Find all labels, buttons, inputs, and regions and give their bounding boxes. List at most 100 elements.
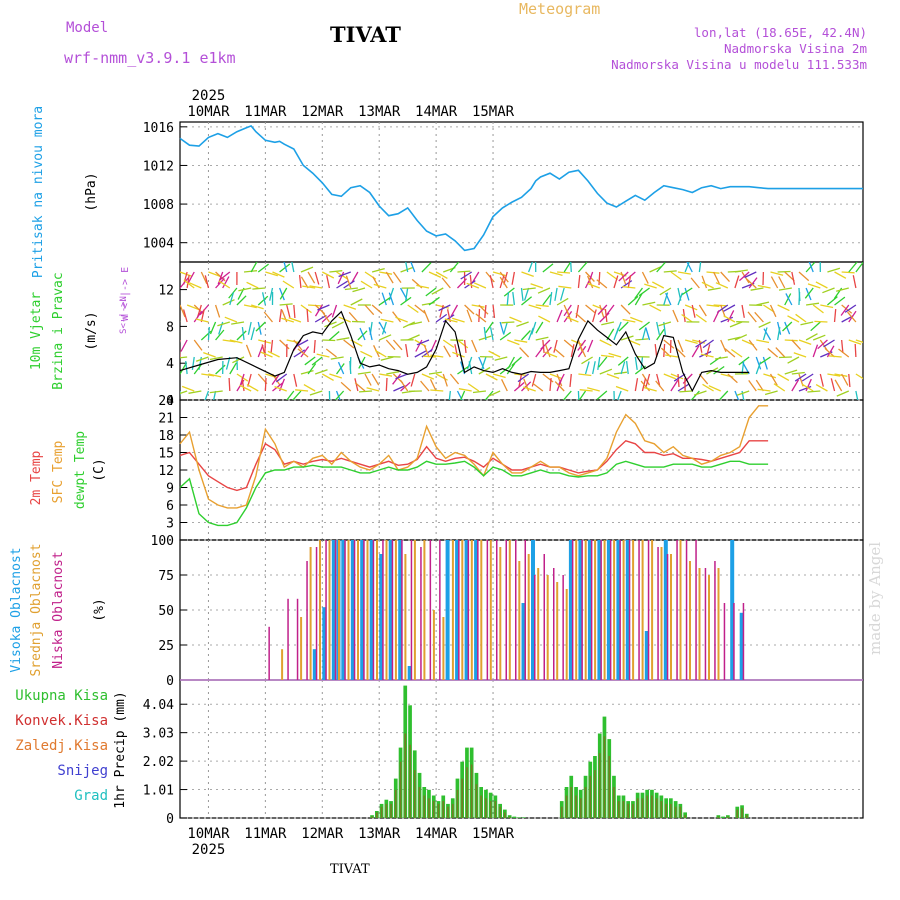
wind-barb [762, 327, 768, 341]
bottom-day-label: 13MAR [358, 826, 401, 842]
pressure-ytick-label: 1008 [143, 198, 174, 213]
cloud-ylabel-high: Visoka Oblacnost [9, 547, 24, 672]
wind-barb [777, 373, 790, 381]
wind-barb [329, 373, 342, 379]
mid-cloud-bar [489, 540, 492, 680]
wind-barb [764, 390, 778, 396]
wind-barb [627, 295, 639, 306]
wind-barb [782, 321, 793, 332]
low-cloud-bar [505, 540, 507, 680]
precip-conv-bar [371, 816, 373, 818]
wind-barb [311, 356, 323, 366]
precip-conv-bar [565, 795, 568, 818]
wind-barb [325, 348, 337, 358]
wind-barb [351, 320, 366, 323]
low-cloud-bar [723, 603, 726, 680]
mid-cloud-bar [670, 554, 672, 680]
wind-barb [535, 304, 549, 307]
high-cloud-bar [331, 540, 336, 680]
wind-barb [604, 309, 608, 323]
wind-barb [587, 339, 594, 353]
wind-barb [681, 313, 693, 323]
wind-barb [452, 351, 465, 358]
precip-conv-bar [394, 789, 397, 818]
wind-barb [340, 381, 352, 392]
precip-conv-bar [470, 764, 473, 818]
wind-barb [409, 321, 423, 326]
wind-barb [308, 304, 322, 307]
wind-barb [250, 327, 256, 341]
wind-barb [217, 271, 224, 285]
wind-barb [641, 327, 647, 341]
wind-barb [679, 390, 693, 393]
wind-barb [635, 338, 649, 341]
wind-panel: 0 4 8 12 [158, 261, 864, 409]
wind-barb [549, 373, 563, 380]
wind-barb [519, 347, 530, 358]
mid-cloud-bar [641, 540, 644, 680]
wind-barb [848, 262, 858, 273]
wind-barb [260, 351, 273, 358]
precip-conv-bar [684, 815, 686, 818]
precip-conv-bar [461, 778, 463, 818]
pressure-ytick-label: 1016 [143, 121, 174, 136]
wind-barb [506, 292, 510, 306]
wind-barb [271, 373, 281, 385]
cloud-ylabel-low: Niska Oblacnost [51, 551, 66, 668]
wind-barb [450, 304, 459, 317]
wind-barb [523, 287, 530, 301]
wind-barb [778, 356, 792, 359]
wind-barb [204, 390, 210, 400]
wind-barb [222, 276, 230, 289]
pressure-unit: (hPa) [84, 172, 99, 211]
wind-barb [343, 339, 355, 349]
wind-barb [215, 329, 225, 341]
wind-barb [793, 352, 807, 358]
wind-barb [706, 271, 720, 274]
mid-cloud-bar [632, 540, 635, 680]
wind-barb [217, 321, 230, 327]
low-cloud-bar [467, 540, 470, 680]
high-cloud-bar [625, 540, 630, 680]
precip-conv-bar [575, 795, 577, 818]
wind-barb [795, 313, 807, 323]
wind-barb [336, 280, 348, 289]
wind-barb [784, 293, 792, 306]
mid-cloud-bar [357, 540, 359, 680]
high-cloud-bar [739, 612, 744, 680]
wind-barb [723, 315, 736, 323]
precip-conv-bar [608, 756, 611, 818]
wind-barb [180, 339, 188, 352]
wind-barb [557, 271, 571, 274]
wind-barb [335, 363, 345, 375]
wind-barb [734, 269, 748, 273]
wind-barb [769, 304, 777, 318]
wind-barb [700, 353, 714, 358]
low-cloud-bar [306, 561, 308, 680]
precip-conv-bar [636, 798, 639, 818]
wind-barb [606, 271, 618, 281]
product-title: Meteogram [519, 0, 601, 18]
low-cloud-bar [553, 568, 555, 680]
top-day-label: 10MAR [187, 104, 230, 120]
wind-barb [180, 277, 189, 289]
wind-barb [360, 350, 373, 358]
wind-barb [317, 304, 330, 311]
wind-barb [203, 351, 216, 358]
wind-barb [773, 383, 786, 392]
wind-barb [354, 382, 366, 392]
wind-barb [677, 373, 680, 388]
wind-unit: (m/s) [84, 311, 99, 350]
wind-barb [601, 354, 615, 358]
wind-barb [724, 348, 736, 358]
wind-barb [423, 309, 430, 323]
wind-barb [492, 304, 496, 318]
wind-barb [478, 304, 489, 315]
wind-barb [810, 321, 821, 332]
wind-barb [522, 287, 536, 291]
mid-cloud-bar [319, 540, 321, 680]
wind-barb [425, 287, 437, 297]
mid-cloud-bar [584, 540, 587, 680]
wind-speed-line [179, 310, 750, 393]
wind-barb [344, 287, 358, 291]
